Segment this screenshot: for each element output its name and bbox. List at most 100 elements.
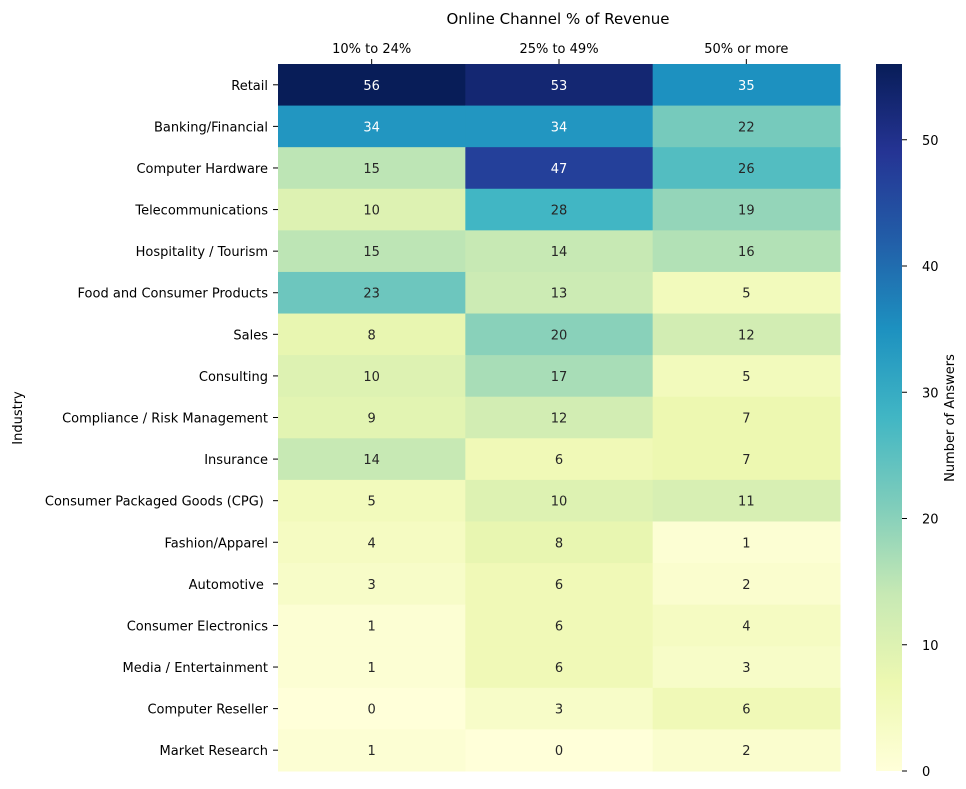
heatmap-cell xyxy=(465,521,654,564)
cell-value: 3 xyxy=(368,578,376,593)
heatmap-cell xyxy=(465,438,654,481)
heatmap-cell xyxy=(465,188,654,231)
cell-value: 7 xyxy=(742,453,750,468)
heatmap-cell xyxy=(652,396,841,439)
heatmap-cell xyxy=(465,563,654,606)
cell-value: 34 xyxy=(551,120,568,135)
heatmap-cell xyxy=(278,271,466,315)
cell-value: 53 xyxy=(551,79,568,94)
cell-value: 14 xyxy=(551,245,568,260)
row-label: Consumer Electronics xyxy=(127,619,269,634)
row-label: Insurance xyxy=(204,453,268,468)
cell-value: 34 xyxy=(363,120,380,135)
colorbar-tick-label: 10 xyxy=(922,639,939,654)
heatmap-cell xyxy=(652,271,841,315)
cell-value: 5 xyxy=(742,287,750,302)
heatmap-cell xyxy=(278,479,466,522)
colorbar-tick-label: 20 xyxy=(922,513,939,528)
cell-value: 12 xyxy=(551,412,568,427)
heatmap-cell xyxy=(652,355,841,398)
column-label: 10% to 24% xyxy=(332,42,411,57)
cell-value: 6 xyxy=(742,703,750,718)
cell-value: 56 xyxy=(363,79,380,94)
cell-value: 14 xyxy=(363,453,380,468)
heatmap-cell xyxy=(278,687,466,730)
heatmap-cell xyxy=(465,687,654,730)
colorbar-ticks: 0 10 20 30 40 50 xyxy=(902,134,939,780)
heatmap-cell xyxy=(652,729,841,772)
cell-value: 13 xyxy=(551,287,568,302)
heatmap-cell xyxy=(278,147,466,190)
row-label: Fashion/Apparel xyxy=(165,536,268,551)
colorbar-tick-label: 30 xyxy=(922,386,939,401)
cell-value: 4 xyxy=(368,536,376,551)
cell-value: 1 xyxy=(368,619,376,634)
row-label: Computer Hardware xyxy=(136,162,268,177)
heatmap-cell xyxy=(652,646,841,689)
column-label: 50% or more xyxy=(704,42,788,57)
heatmap-cell xyxy=(465,147,654,190)
row-label: Compliance / Risk Management xyxy=(62,412,268,427)
row-label: Food and Consumer Products xyxy=(78,287,269,302)
cell-value: 7 xyxy=(742,412,750,427)
heatmap-cell xyxy=(465,64,654,107)
cell-value: 10 xyxy=(551,495,568,510)
row-label: Sales xyxy=(233,328,268,343)
column-label: 25% to 49% xyxy=(519,42,598,57)
heatmap-cell xyxy=(278,729,466,772)
cell-value: 26 xyxy=(738,162,755,177)
heatmap-cell xyxy=(652,687,841,730)
heatmap-cell xyxy=(652,604,841,647)
cell-value: 2 xyxy=(742,578,750,593)
cell-value: 6 xyxy=(555,661,563,676)
cell-value: 19 xyxy=(738,204,755,219)
cell-value: 6 xyxy=(555,453,563,468)
colorbar-label: Number of Answers xyxy=(943,354,958,482)
heatmap-cell xyxy=(278,646,466,689)
cell-value: 12 xyxy=(738,328,755,343)
row-label: Media / Entertainment xyxy=(123,661,269,676)
heatmap-cell xyxy=(652,147,841,190)
colorbar-tick-label: 40 xyxy=(922,260,939,275)
row-label: Market Research xyxy=(160,744,268,759)
cell-value: 28 xyxy=(551,204,568,219)
cell-value: 1 xyxy=(368,661,376,676)
heatmap-cell xyxy=(465,230,654,273)
colorbar-tick-label: 50 xyxy=(922,134,939,149)
colorbar-tick-label: 0 xyxy=(922,765,930,780)
colorbar-gradient xyxy=(876,64,902,771)
column-labels: 10% to 24% 25% to 49% 50% or more xyxy=(332,42,788,64)
row-label: Consulting xyxy=(199,370,268,385)
heatmap-cell xyxy=(465,479,654,522)
heatmap-cell xyxy=(278,105,466,148)
cell-value: 9 xyxy=(368,412,376,427)
cell-value: 23 xyxy=(363,287,380,302)
cell-value: 0 xyxy=(368,703,376,718)
heatmap-cell xyxy=(278,313,466,356)
heatmap-cell xyxy=(652,479,841,522)
row-label: Automotive xyxy=(189,578,268,593)
cell-value: 3 xyxy=(742,661,750,676)
cell-value: 35 xyxy=(738,79,755,94)
cell-value: 4 xyxy=(742,619,750,634)
heatmap-cell xyxy=(465,396,654,439)
cell-value: 47 xyxy=(551,162,568,177)
heatmap-cell xyxy=(652,188,841,231)
heatmap-cell xyxy=(652,521,841,564)
heatmap-cell xyxy=(465,271,654,315)
row-label: Banking/Financial xyxy=(154,120,268,135)
cell-value: 1 xyxy=(368,744,376,759)
cell-value: 2 xyxy=(742,744,750,759)
row-label: Consumer Packaged Goods (CPG) xyxy=(45,495,268,510)
cell-value: 6 xyxy=(555,619,563,634)
cell-value: 10 xyxy=(363,204,380,219)
heatmap-cell xyxy=(465,355,654,398)
heatmap-cell xyxy=(278,604,466,647)
heatmap-cell xyxy=(278,563,466,606)
heatmap-cell xyxy=(278,521,466,564)
row-label: Retail xyxy=(231,79,268,94)
row-label: Computer Reseller xyxy=(147,703,268,718)
heatmap-cell xyxy=(652,438,841,481)
heatmap-cell xyxy=(278,355,466,398)
